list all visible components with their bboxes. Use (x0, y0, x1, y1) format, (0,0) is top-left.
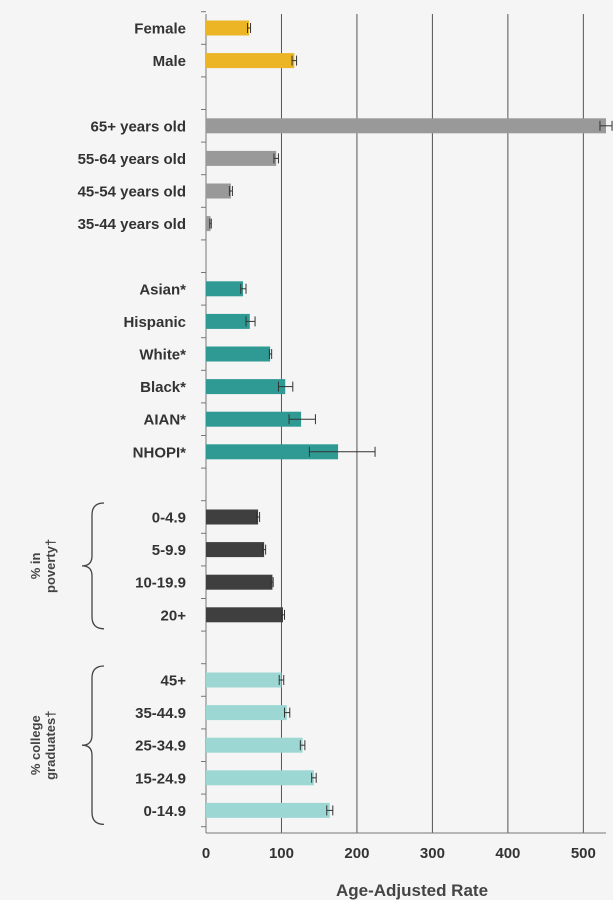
bar (206, 346, 271, 362)
error-bar (599, 120, 613, 131)
category-label: 20+ (161, 607, 187, 624)
x-tick-label: 100 (269, 845, 294, 862)
category-label: Female (134, 21, 186, 38)
bar (206, 53, 295, 69)
error-bar (291, 55, 298, 66)
category-label: White* (139, 347, 186, 364)
bar (206, 607, 283, 623)
error-bar (268, 349, 273, 359)
error-bar (245, 316, 256, 327)
category-label: 45+ (161, 673, 187, 690)
category-label: 65+ years old (91, 118, 186, 135)
bar (206, 20, 250, 36)
x-tick-label: 500 (571, 845, 596, 862)
group-brace (81, 665, 105, 826)
error-bar (308, 446, 376, 457)
bar (206, 802, 330, 818)
bar (206, 770, 314, 786)
x-tick-label: 0 (202, 845, 210, 862)
error-bar (240, 283, 247, 294)
group-label-line: % in (28, 552, 43, 579)
category-label: 0-14.9 (143, 803, 186, 820)
error-bar (283, 707, 291, 718)
bar (206, 216, 211, 232)
bar (206, 444, 339, 460)
bar (206, 183, 231, 199)
group-label: % inpoverty† (28, 539, 58, 593)
group-brace (81, 502, 105, 630)
group-label-line: graduates† (43, 711, 58, 780)
x-tick-label: 300 (420, 845, 445, 862)
category-label: 55-64 years old (78, 151, 186, 168)
error-bar (288, 414, 316, 425)
category-label: 5-9.9 (152, 542, 186, 559)
error-bar (277, 381, 294, 392)
category-label: 10-19.9 (135, 575, 186, 592)
category-label: Male (153, 53, 186, 70)
category-label: 25-34.9 (135, 738, 186, 755)
error-bar (278, 675, 285, 685)
error-bar (311, 772, 317, 783)
category-label: 15-24.9 (135, 770, 186, 787)
bar (206, 574, 273, 590)
bar (206, 411, 302, 427)
bar (206, 672, 282, 688)
group-label-line: poverty† (43, 539, 58, 593)
x-tick-label: 200 (344, 845, 369, 862)
error-bar (247, 23, 252, 33)
error-bar (256, 512, 261, 522)
error-bar (280, 609, 285, 620)
error-bar (273, 153, 279, 164)
category-label: AIAN* (143, 412, 186, 429)
category-label: Asian* (139, 281, 186, 298)
category-label: Black* (140, 379, 186, 396)
group-label-line: % college (28, 715, 43, 775)
bar (206, 313, 250, 329)
category-label: NHOPI* (133, 444, 187, 461)
bar (206, 737, 303, 753)
bar (206, 150, 277, 166)
error-bar (326, 805, 334, 816)
error-bar (228, 186, 233, 196)
bar (206, 705, 287, 721)
bar (206, 118, 606, 134)
category-label: 45-54 years old (78, 184, 186, 201)
category-label: 0-4.9 (152, 510, 186, 527)
bar (206, 281, 243, 297)
group-label: % collegegraduates† (28, 711, 58, 780)
error-bar (270, 577, 274, 588)
bar (206, 379, 286, 395)
error-bar (262, 544, 267, 555)
x-axis-title: Age-Adjusted Rate (336, 881, 488, 900)
category-label: 35-44 years old (78, 216, 186, 233)
error-bar (209, 218, 212, 229)
bar (206, 542, 265, 558)
bar (206, 509, 259, 525)
category-label: Hispanic (123, 314, 186, 331)
category-label: 35-44.9 (135, 705, 186, 722)
error-bar (299, 740, 306, 751)
x-tick-label: 400 (495, 845, 520, 862)
